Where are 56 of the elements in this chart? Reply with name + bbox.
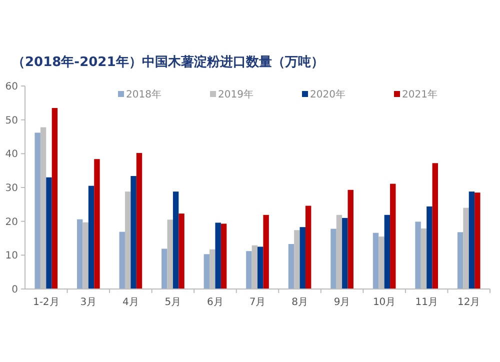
bar bbox=[119, 232, 125, 289]
y-tick-label: 50 bbox=[5, 115, 18, 126]
bar bbox=[220, 224, 227, 289]
bar bbox=[94, 159, 100, 289]
bar bbox=[330, 228, 336, 289]
bar bbox=[342, 218, 348, 289]
x-tick-label: 10月 bbox=[372, 297, 396, 308]
bar bbox=[432, 163, 438, 289]
legend-label: 2019年 bbox=[218, 88, 254, 100]
x-tick-label: 5月 bbox=[164, 297, 182, 308]
x-tick-label: 4月 bbox=[122, 297, 139, 308]
bar bbox=[288, 244, 294, 289]
x-tick-label: 11月 bbox=[415, 297, 438, 308]
bar bbox=[178, 214, 184, 289]
y-tick-label: 0 bbox=[12, 284, 18, 296]
x-tick-label: 6月 bbox=[207, 297, 224, 308]
x-tick-label: 1-2月 bbox=[32, 297, 60, 308]
bar bbox=[76, 219, 83, 289]
y-tick-label: 60 bbox=[5, 82, 18, 92]
legend-label: 2018年 bbox=[126, 88, 162, 100]
chart-title: （2018年-2021年）中国木薯淀粉进口数量（万吨） bbox=[12, 54, 324, 70]
x-tick-label: 8月 bbox=[292, 297, 308, 308]
bar bbox=[305, 206, 312, 289]
bar bbox=[384, 214, 390, 289]
bar bbox=[372, 232, 379, 289]
legend-label: 2020年 bbox=[310, 88, 346, 100]
y-tick-label: 40 bbox=[5, 149, 18, 160]
bar bbox=[46, 177, 52, 289]
bar bbox=[263, 214, 269, 289]
y-tick-label: 10 bbox=[5, 250, 18, 262]
bar bbox=[136, 152, 142, 289]
bar bbox=[415, 222, 421, 289]
bar bbox=[457, 232, 464, 289]
x-tick-label: 9月 bbox=[334, 297, 350, 308]
bar bbox=[204, 254, 210, 289]
x-tick-label: 3月 bbox=[80, 297, 97, 308]
bar bbox=[130, 176, 136, 289]
bar bbox=[390, 184, 396, 289]
bar bbox=[52, 108, 58, 289]
bar bbox=[162, 248, 168, 289]
legend-label: 2021年 bbox=[402, 88, 438, 100]
bar bbox=[348, 190, 354, 289]
x-tick-label: 12月 bbox=[457, 297, 480, 308]
bar bbox=[426, 206, 432, 289]
y-tick-label: 20 bbox=[5, 216, 18, 228]
bar bbox=[246, 251, 252, 289]
bar bbox=[300, 227, 306, 289]
bar bbox=[34, 132, 40, 289]
y-tick-label: 30 bbox=[5, 183, 18, 194]
bar bbox=[88, 186, 94, 289]
x-tick-label: 7月 bbox=[249, 297, 266, 308]
bar bbox=[215, 222, 221, 289]
bar bbox=[474, 192, 480, 289]
bar bbox=[172, 192, 179, 289]
bar bbox=[468, 192, 475, 289]
bar bbox=[258, 246, 264, 289]
